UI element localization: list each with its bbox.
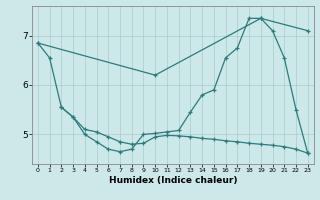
X-axis label: Humidex (Indice chaleur): Humidex (Indice chaleur)	[108, 176, 237, 185]
